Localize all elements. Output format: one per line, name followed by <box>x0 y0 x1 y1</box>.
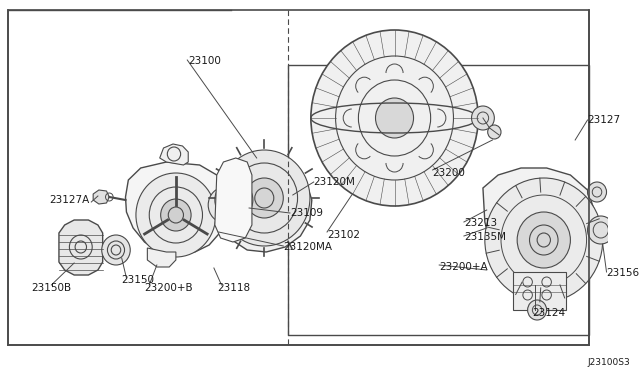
Bar <box>513 272 566 310</box>
Text: 23109: 23109 <box>290 208 323 218</box>
Circle shape <box>311 30 478 206</box>
Text: 23124: 23124 <box>532 308 566 318</box>
Circle shape <box>527 300 547 320</box>
Polygon shape <box>160 144 188 165</box>
Polygon shape <box>483 168 594 275</box>
Polygon shape <box>93 190 109 204</box>
Polygon shape <box>125 162 228 255</box>
Text: J23100S3: J23100S3 <box>588 358 630 367</box>
Circle shape <box>588 216 614 244</box>
Text: 23127: 23127 <box>588 115 621 125</box>
Text: 23127A: 23127A <box>49 195 90 205</box>
Text: 23200: 23200 <box>433 168 465 178</box>
Circle shape <box>485 178 603 302</box>
Circle shape <box>376 98 413 138</box>
Text: 23100: 23100 <box>188 56 221 66</box>
Circle shape <box>208 187 243 223</box>
Text: 23120MA: 23120MA <box>284 242 332 252</box>
Circle shape <box>588 182 607 202</box>
Text: 23135M: 23135M <box>464 232 506 242</box>
Circle shape <box>517 212 570 268</box>
Polygon shape <box>219 155 312 252</box>
Text: 23156: 23156 <box>607 268 639 278</box>
Bar <box>288 65 589 335</box>
Text: 23200+A: 23200+A <box>439 262 488 272</box>
Circle shape <box>161 199 191 231</box>
Text: 23118: 23118 <box>217 283 250 293</box>
Text: 23102: 23102 <box>327 230 360 240</box>
Text: 23120M: 23120M <box>314 177 356 187</box>
Circle shape <box>245 178 284 218</box>
Circle shape <box>488 125 501 139</box>
Text: 23150B: 23150B <box>31 283 72 293</box>
Circle shape <box>136 173 216 257</box>
Text: 23200+B: 23200+B <box>145 283 193 293</box>
Circle shape <box>102 235 131 265</box>
Text: 23150: 23150 <box>122 275 155 285</box>
Circle shape <box>219 150 310 246</box>
Text: 23213: 23213 <box>464 218 497 228</box>
Polygon shape <box>215 158 252 242</box>
Polygon shape <box>59 220 102 275</box>
Polygon shape <box>147 248 176 267</box>
Circle shape <box>472 106 494 130</box>
